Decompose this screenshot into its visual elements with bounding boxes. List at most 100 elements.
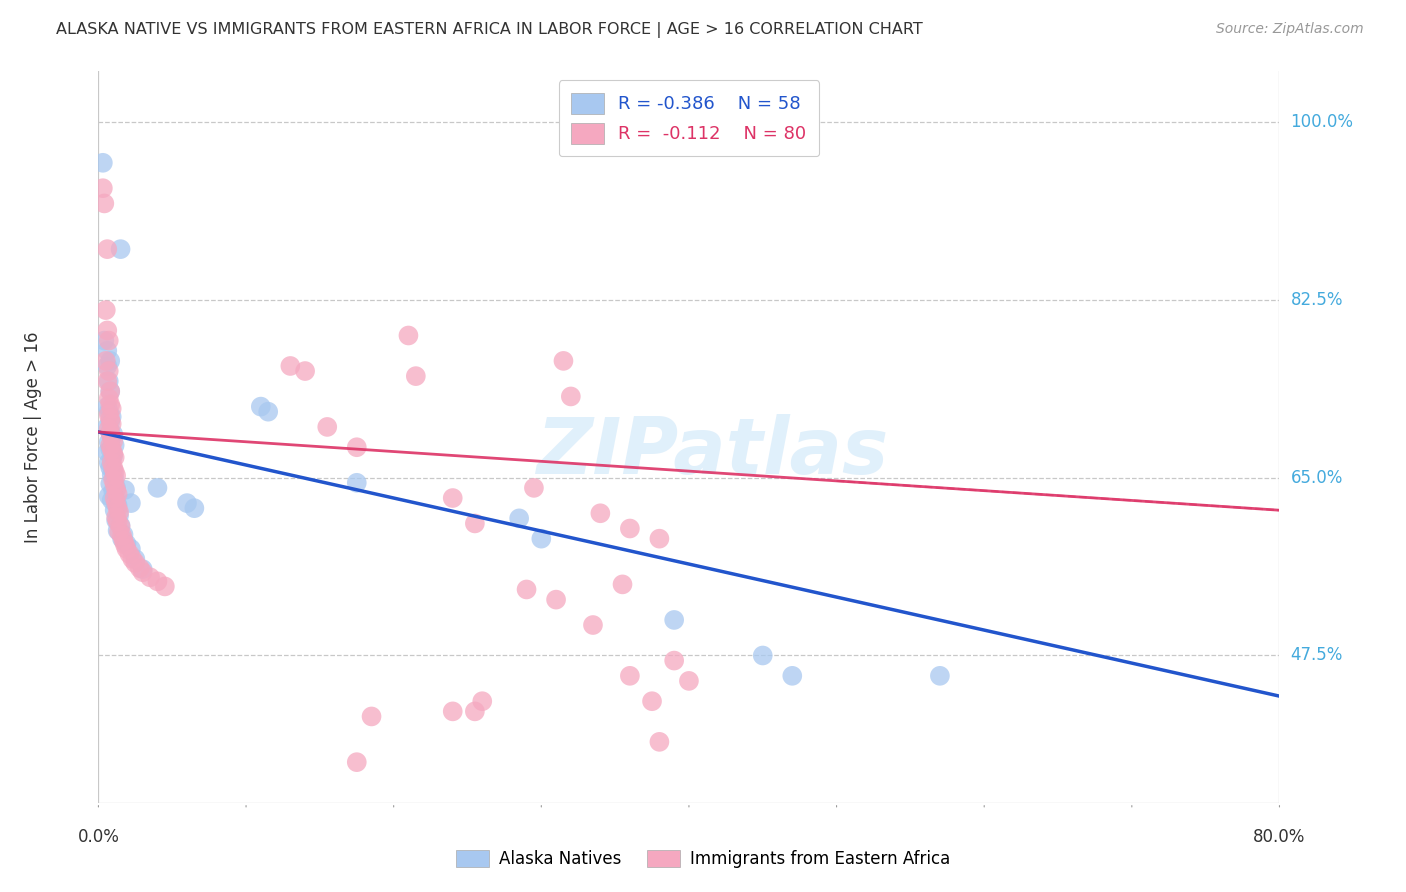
Text: 82.5%: 82.5% (1291, 291, 1343, 309)
Point (104, 438, 127, 452)
Point (132, 562, 155, 576)
Point (544, 592, 567, 607)
Point (132, 565, 155, 579)
Point (98, 384, 121, 399)
Point (103, 427, 125, 442)
Legend: R = -0.386    N = 58, R =  -0.112    N = 80: R = -0.386 N = 58, R = -0.112 N = 80 (558, 80, 820, 156)
Point (97, 435, 120, 450)
Point (103, 446, 125, 460)
Point (94, 354, 117, 368)
Point (103, 460, 125, 475)
Point (107, 498, 129, 512)
Point (112, 533, 135, 548)
Point (139, 570, 162, 584)
Point (97, 364, 120, 378)
Point (648, 532, 671, 546)
Point (97, 408, 120, 422)
Point (100, 452, 122, 467)
Point (103, 464, 125, 478)
Point (103, 483, 125, 498)
Point (96, 445, 118, 459)
Point (97, 334, 120, 348)
Point (641, 694, 664, 708)
Point (104, 503, 127, 517)
Point (104, 465, 127, 479)
Point (441, 491, 464, 505)
Point (96, 323, 118, 337)
Point (107, 487, 129, 501)
Point (97, 374, 120, 388)
Point (97, 392, 120, 406)
Point (105, 468, 128, 483)
Point (105, 510, 128, 524)
Point (100, 401, 122, 416)
Point (93, 334, 115, 348)
Point (98, 398, 121, 412)
Point (515, 582, 537, 597)
Point (316, 420, 339, 434)
Point (100, 467, 122, 482)
Point (98, 425, 121, 439)
Point (619, 669, 641, 683)
Point (94, 303, 117, 318)
Point (98, 412, 121, 426)
Text: 65.0%: 65.0% (1291, 468, 1343, 487)
Point (553, 354, 575, 368)
Point (124, 556, 146, 570)
Point (619, 521, 641, 535)
Point (183, 501, 205, 516)
Point (471, 694, 494, 708)
Point (100, 430, 122, 444)
Point (508, 511, 530, 525)
Point (112, 527, 135, 541)
Point (294, 364, 316, 378)
Point (751, 648, 773, 663)
Point (108, 508, 131, 523)
Point (108, 524, 131, 539)
Point (103, 448, 125, 462)
Point (928, 669, 950, 683)
Legend: Alaska Natives, Immigrants from Eastern Africa: Alaska Natives, Immigrants from Eastern … (449, 843, 957, 875)
Point (664, 613, 686, 627)
Point (96, 420, 118, 434)
Point (98, 438, 121, 452)
Point (114, 538, 136, 552)
Point (96, 374, 118, 388)
Point (146, 574, 169, 589)
Point (153, 579, 176, 593)
Point (98, 425, 121, 440)
Point (115, 537, 138, 551)
Text: 80.0%: 80.0% (1253, 828, 1306, 847)
Point (91, 181, 114, 195)
Point (346, 440, 368, 454)
Point (250, 400, 273, 414)
Point (464, 516, 486, 531)
Point (530, 532, 553, 546)
Point (91, 156, 114, 170)
Point (464, 705, 486, 719)
Point (100, 430, 122, 444)
Point (96, 400, 118, 414)
Point (128, 561, 150, 575)
Point (782, 669, 804, 683)
Point (115, 541, 138, 556)
Point (360, 709, 382, 723)
Point (111, 528, 134, 542)
Point (108, 505, 131, 519)
Point (405, 369, 427, 384)
Point (664, 654, 686, 668)
Point (104, 450, 127, 465)
Point (120, 541, 142, 556)
Point (104, 473, 127, 487)
Point (105, 513, 128, 527)
Point (560, 389, 582, 403)
Point (103, 473, 125, 487)
Point (612, 577, 634, 591)
Point (176, 496, 198, 510)
Point (105, 496, 128, 510)
Point (97, 405, 120, 419)
Point (346, 755, 368, 769)
Point (121, 552, 143, 566)
Point (100, 455, 122, 469)
Point (98, 460, 121, 475)
